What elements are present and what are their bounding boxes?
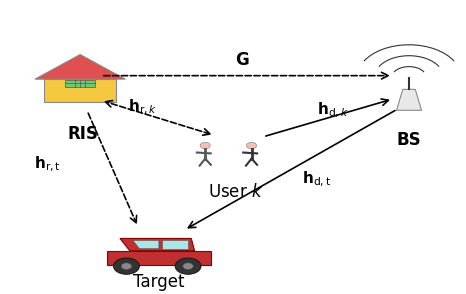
Text: $\mathbf{h}_{\mathrm{d,t}}$: $\mathbf{h}_{\mathrm{d,t}}$ — [302, 169, 331, 189]
Text: $\mathbf{G}$: $\mathbf{G}$ — [235, 51, 249, 69]
Text: Target: Target — [133, 273, 185, 291]
Text: BS: BS — [397, 131, 421, 149]
Polygon shape — [120, 238, 194, 251]
Text: $\mathbf{h}_{\mathrm{d},k}$: $\mathbf{h}_{\mathrm{d},k}$ — [317, 101, 349, 120]
Polygon shape — [162, 240, 188, 249]
Text: User $k$: User $k$ — [208, 183, 263, 201]
Polygon shape — [107, 251, 211, 265]
Circle shape — [183, 263, 193, 269]
Circle shape — [200, 142, 210, 149]
Circle shape — [247, 142, 256, 149]
Circle shape — [114, 258, 139, 274]
Circle shape — [175, 258, 201, 274]
Polygon shape — [133, 240, 159, 249]
Polygon shape — [65, 80, 95, 87]
Polygon shape — [35, 54, 125, 79]
Polygon shape — [397, 89, 422, 110]
Circle shape — [121, 263, 132, 269]
Text: RIS: RIS — [67, 125, 98, 143]
Text: $\mathbf{h}_{\mathrm{r},k}$: $\mathbf{h}_{\mathrm{r},k}$ — [128, 98, 158, 117]
Text: $\mathbf{h}_{\mathrm{r,t}}$: $\mathbf{h}_{\mathrm{r,t}}$ — [34, 155, 61, 174]
Polygon shape — [44, 79, 116, 102]
